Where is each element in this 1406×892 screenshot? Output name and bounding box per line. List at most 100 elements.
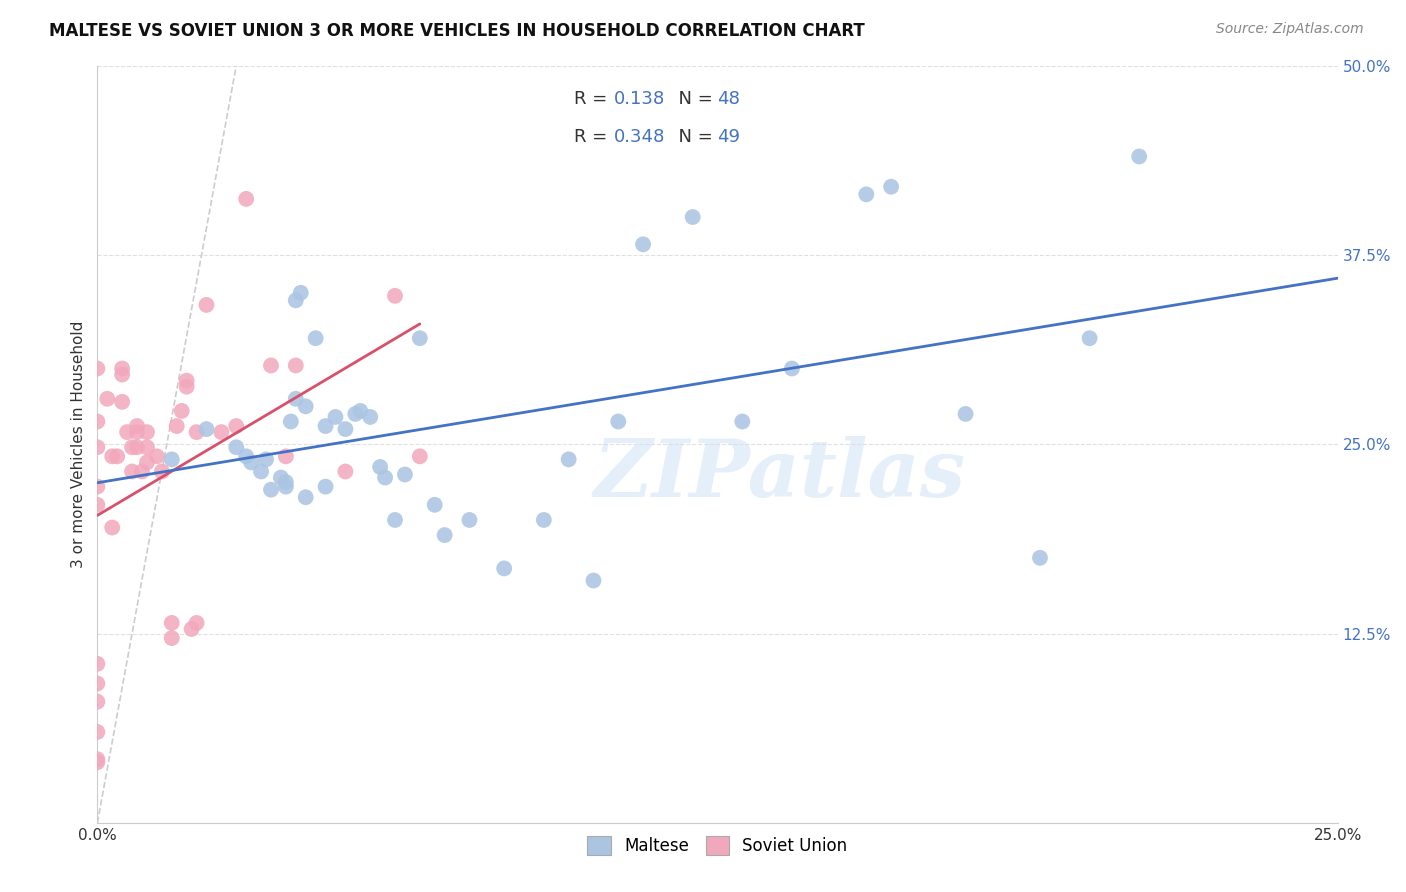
Point [880,179,903,194]
Point [254,452,277,467]
Point [166,419,188,434]
Point [176,379,198,393]
Point [274,480,297,494]
Point [631,237,654,252]
Point [125,440,148,454]
Point [86,695,108,709]
Point [335,465,357,479]
Point [121,465,143,479]
Point [294,490,316,504]
Point [423,498,446,512]
Text: 0.138: 0.138 [614,90,665,108]
Point [250,465,273,479]
Point [86,752,108,766]
Text: ZIPatlas: ZIPatlas [593,436,966,513]
Text: R =: R = [575,128,613,145]
Text: 49: 49 [717,128,740,145]
Point [136,440,159,454]
Point [270,470,292,484]
Point [304,331,326,345]
Point [235,192,257,206]
Point [384,289,406,303]
Point [284,359,307,373]
Point [136,425,159,439]
Point [955,407,977,421]
Point [225,440,247,454]
Text: R =: R = [575,90,613,108]
Point [458,513,481,527]
Point [86,725,108,739]
Point [125,425,148,439]
Point [101,450,124,464]
Point [433,528,456,542]
Point [394,467,416,482]
Y-axis label: 3 or more Vehicles in Household: 3 or more Vehicles in Household [72,320,86,568]
Text: Source: ZipAtlas.com: Source: ZipAtlas.com [1216,22,1364,37]
Point [86,361,108,376]
Text: N =: N = [668,128,718,145]
Point [494,561,516,575]
Point [359,409,381,424]
Point [374,470,396,484]
Point [409,331,432,345]
Point [115,425,138,439]
Point [855,187,877,202]
Point [557,452,579,467]
Point [101,520,124,534]
Point [160,615,183,630]
Point [1029,550,1052,565]
Point [111,368,134,382]
Point [582,574,605,588]
Point [607,415,630,429]
Point [125,419,148,434]
Point [86,657,108,671]
Point [150,465,173,479]
Point [409,450,432,464]
Point [111,394,134,409]
Point [186,615,208,630]
Point [349,404,371,418]
Point [274,450,297,464]
Point [335,422,357,436]
Point [235,450,257,464]
Point [186,425,208,439]
Point [240,455,263,469]
Point [280,415,302,429]
Point [274,475,297,489]
Point [96,392,118,406]
Point [86,415,108,429]
Point [86,498,108,512]
Point [290,285,312,300]
Point [136,455,159,469]
Point [325,409,347,424]
Point [180,622,202,636]
Point [86,676,108,690]
Point [86,756,108,770]
Point [170,404,193,418]
Legend: Maltese, Soviet Union: Maltese, Soviet Union [579,828,856,863]
Point [176,374,198,388]
Point [105,450,128,464]
Point [294,400,316,414]
Text: 48: 48 [717,90,740,108]
Point [284,293,307,308]
Point [121,440,143,454]
Point [344,407,367,421]
Point [225,419,247,434]
Point [260,483,283,497]
Point [111,361,134,376]
Point [780,361,803,376]
Point [209,425,232,439]
Point [195,422,218,436]
Text: 0.348: 0.348 [614,128,665,145]
Point [160,452,183,467]
Point [682,210,704,224]
Point [160,631,183,645]
Point [368,459,391,474]
Text: MALTESE VS SOVIET UNION 3 OR MORE VEHICLES IN HOUSEHOLD CORRELATION CHART: MALTESE VS SOVIET UNION 3 OR MORE VEHICL… [49,22,865,40]
Point [146,450,169,464]
Point [731,415,754,429]
Point [384,513,406,527]
Point [284,392,307,406]
Point [131,465,153,479]
